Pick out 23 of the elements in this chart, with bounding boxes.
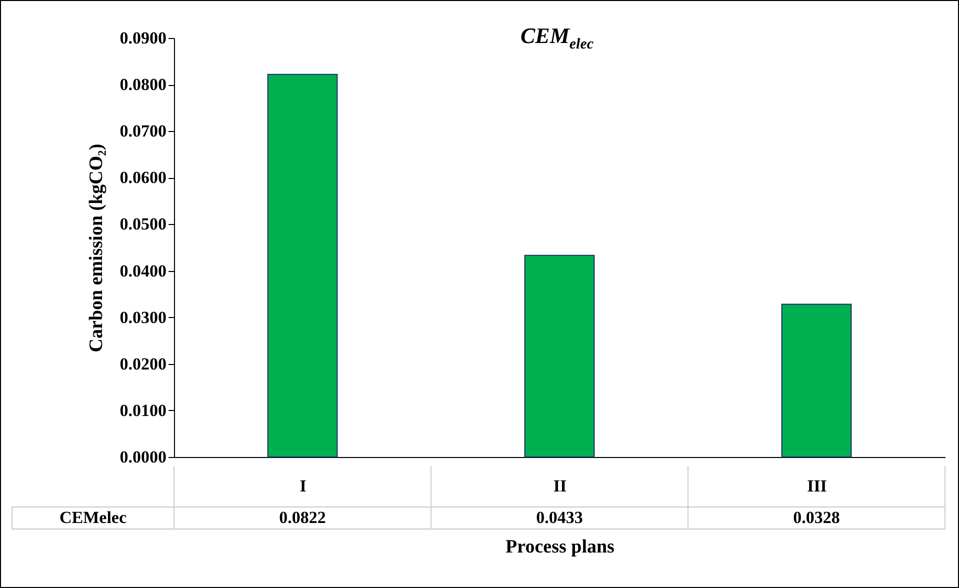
y-tick-label: 0.0500 — [120, 214, 166, 234]
x-tick-label: II — [553, 476, 567, 496]
x-axis-title: Process plans — [506, 536, 614, 558]
y-tick-label: 0.0000 — [120, 448, 166, 466]
y-tick-label: 0.0800 — [120, 75, 166, 94]
x-tick-label: III — [807, 476, 828, 496]
y-tick-label: 0.0900 — [120, 28, 166, 48]
y-tick-label: 0.0400 — [120, 261, 166, 280]
y-tick-label: 0.0200 — [120, 354, 166, 374]
bar — [781, 304, 852, 458]
y-tick-label: 0.0600 — [120, 168, 166, 188]
y-tick-label: 0.0100 — [120, 400, 166, 420]
chart-title: CEM$_{elec}$ — [519, 23, 595, 54]
bar — [524, 254, 595, 458]
data-label: 0.0822 — [279, 508, 326, 527]
bar — [267, 74, 338, 458]
x-tick-label: I — [300, 476, 307, 496]
y-axis-title: Carbon emission (kgCO₂) — [86, 144, 107, 352]
text: CEMelec — [59, 508, 127, 527]
y-tick-label: 0.0700 — [120, 122, 166, 141]
data-label: 0.0328 — [793, 508, 840, 527]
y-tick-label: 0.0300 — [120, 308, 166, 327]
data-label: 0.0433 — [536, 508, 583, 527]
